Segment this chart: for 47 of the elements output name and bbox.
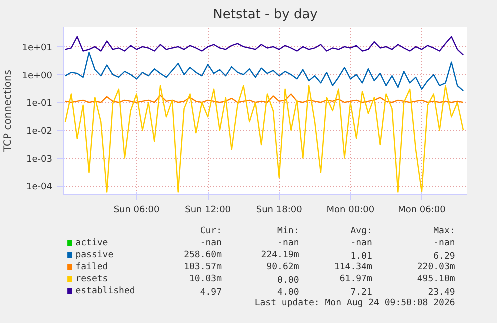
text: -nan: [200, 238, 222, 248]
y-tick-label: 1e-01: [26, 99, 53, 110]
line-series: [64, 36, 464, 56]
x-tick-label: Sun 12:00: [185, 206, 232, 216]
legend-label: resets: [76, 274, 108, 284]
text: 0.00: [278, 276, 300, 286]
text: 103.57m: [184, 262, 222, 272]
text: 90.62m: [266, 262, 300, 272]
x-tick-label: Mon 06:00: [398, 206, 446, 216]
line-series: [64, 52, 464, 92]
text: 4.97: [200, 288, 222, 298]
line-series: [64, 85, 464, 193]
text: 6.29: [434, 252, 456, 262]
y-tick-label: 1e+00: [22, 71, 53, 82]
y-tick-label: 1e+01: [22, 43, 53, 54]
text: 224.19m: [261, 250, 300, 260]
x-tick-label: Sun 18:00: [256, 206, 303, 216]
text: -nan: [278, 238, 300, 248]
chart-title: Netstat - by day: [213, 8, 318, 22]
text: 10.03m: [190, 274, 222, 284]
text: -nan: [350, 238, 372, 248]
text: Cur:: [200, 226, 222, 236]
text: Last update: Mon Aug 24 09:50:08 2026: [254, 298, 456, 308]
line-series: [64, 94, 464, 104]
x-tick-label: Sun 06:00: [114, 206, 160, 216]
text: 23.49: [428, 288, 456, 298]
text: 114.34m: [334, 262, 372, 272]
text: 495.10m: [417, 274, 456, 284]
text: 61.97m: [340, 274, 372, 284]
y-tick-label: 1e-02: [26, 126, 53, 137]
text: Max:: [434, 226, 456, 236]
y-tick-label: 1e-03: [26, 154, 53, 165]
legend-label: active: [76, 238, 108, 248]
legend-label: established: [76, 286, 136, 296]
x-tick-label: Mon 00:00: [326, 206, 375, 216]
text: 258.60m: [184, 250, 222, 260]
text: 1.01: [350, 252, 372, 262]
text: 220.03m: [417, 262, 456, 272]
y-axis-title: TCP connections: [3, 70, 14, 154]
text: Avg:: [350, 226, 372, 236]
legend-label: passive: [76, 250, 114, 260]
text: 7.21: [350, 288, 372, 298]
text: 4.00: [278, 288, 300, 298]
y-tick-label: 1e-04: [26, 182, 53, 193]
legend-label: failed: [76, 262, 108, 272]
text: -nan: [434, 238, 456, 248]
text: Min:: [278, 226, 300, 236]
